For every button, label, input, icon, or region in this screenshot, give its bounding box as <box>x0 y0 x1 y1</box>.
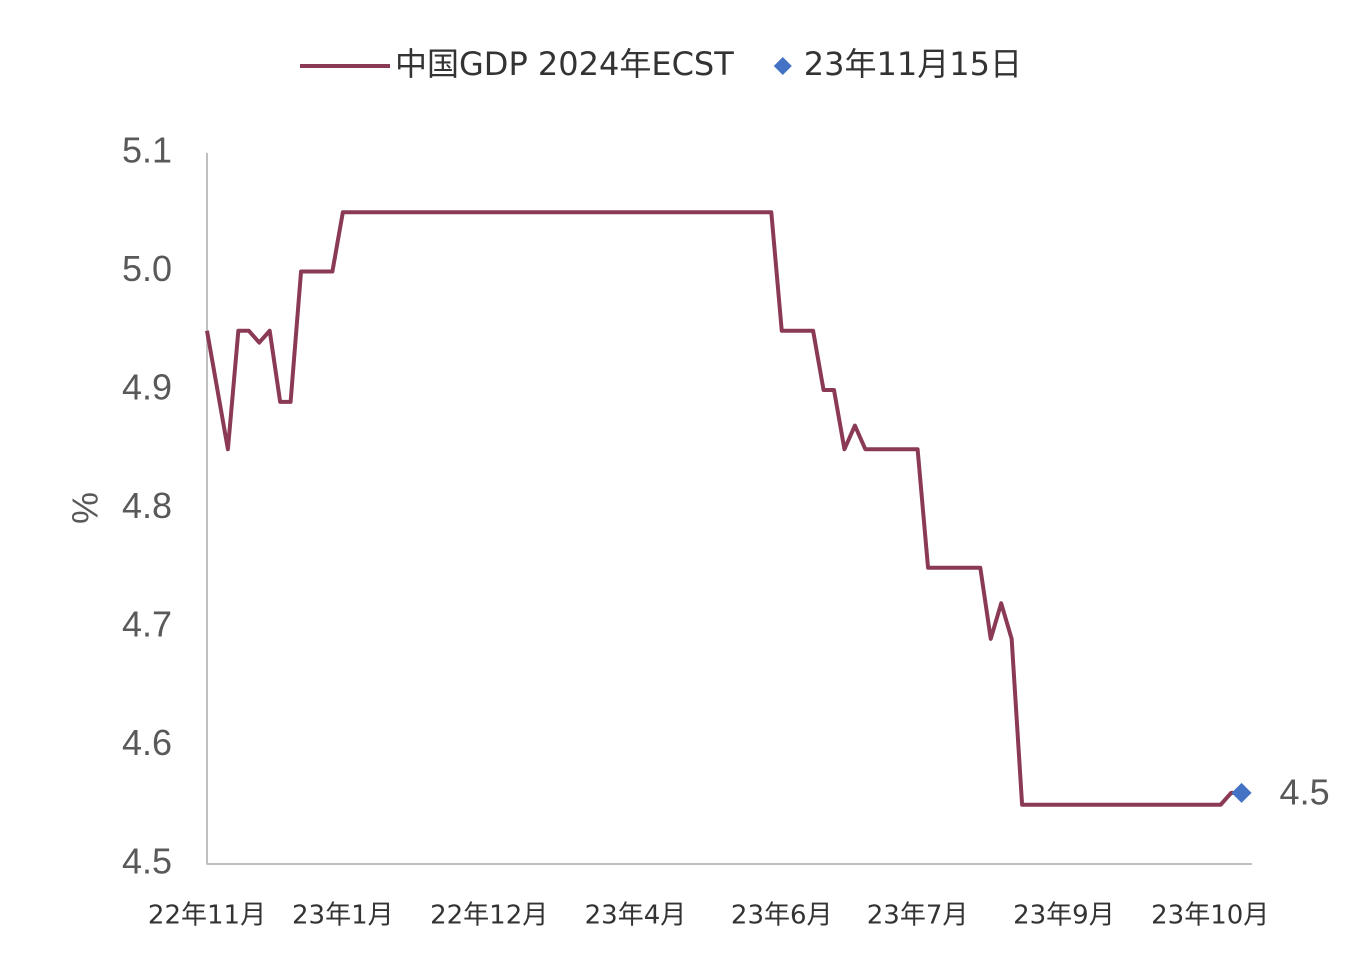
y-tick-label: 5.0 <box>122 248 172 289</box>
x-tick-label: 22年11月 <box>148 901 266 931</box>
y-tick-label: 4.5 <box>122 841 172 882</box>
y-tick-label: 4.7 <box>122 604 172 645</box>
x-tick-label: 22年12月 <box>430 901 548 931</box>
x-tick-label: 23年10月 <box>1151 901 1269 931</box>
line-series <box>205 210 1242 807</box>
x-tick-label: 23年6月 <box>731 901 833 931</box>
y-axis-title: % <box>65 492 106 524</box>
y-tick-label: 4.9 <box>122 367 172 408</box>
y-tick-label: 5.1 <box>122 130 172 171</box>
diamond-marker <box>1231 782 1252 803</box>
x-tick-label: 23年4月 <box>585 901 687 931</box>
x-tick-label: 23年1月 <box>292 901 394 931</box>
legend-label: 23年11月15日 <box>804 45 1022 83</box>
legend-label: 中国GDP 2024年ECST <box>395 45 734 83</box>
y-tick-label: 4.8 <box>122 485 172 526</box>
x-tick-label: 23年9月 <box>1013 901 1115 931</box>
x-tick-label: 23年7月 <box>867 901 969 931</box>
legend-swatch <box>773 57 792 75</box>
y-tick-label: 4.6 <box>122 722 172 763</box>
data-label: 4.5 <box>1280 771 1330 812</box>
